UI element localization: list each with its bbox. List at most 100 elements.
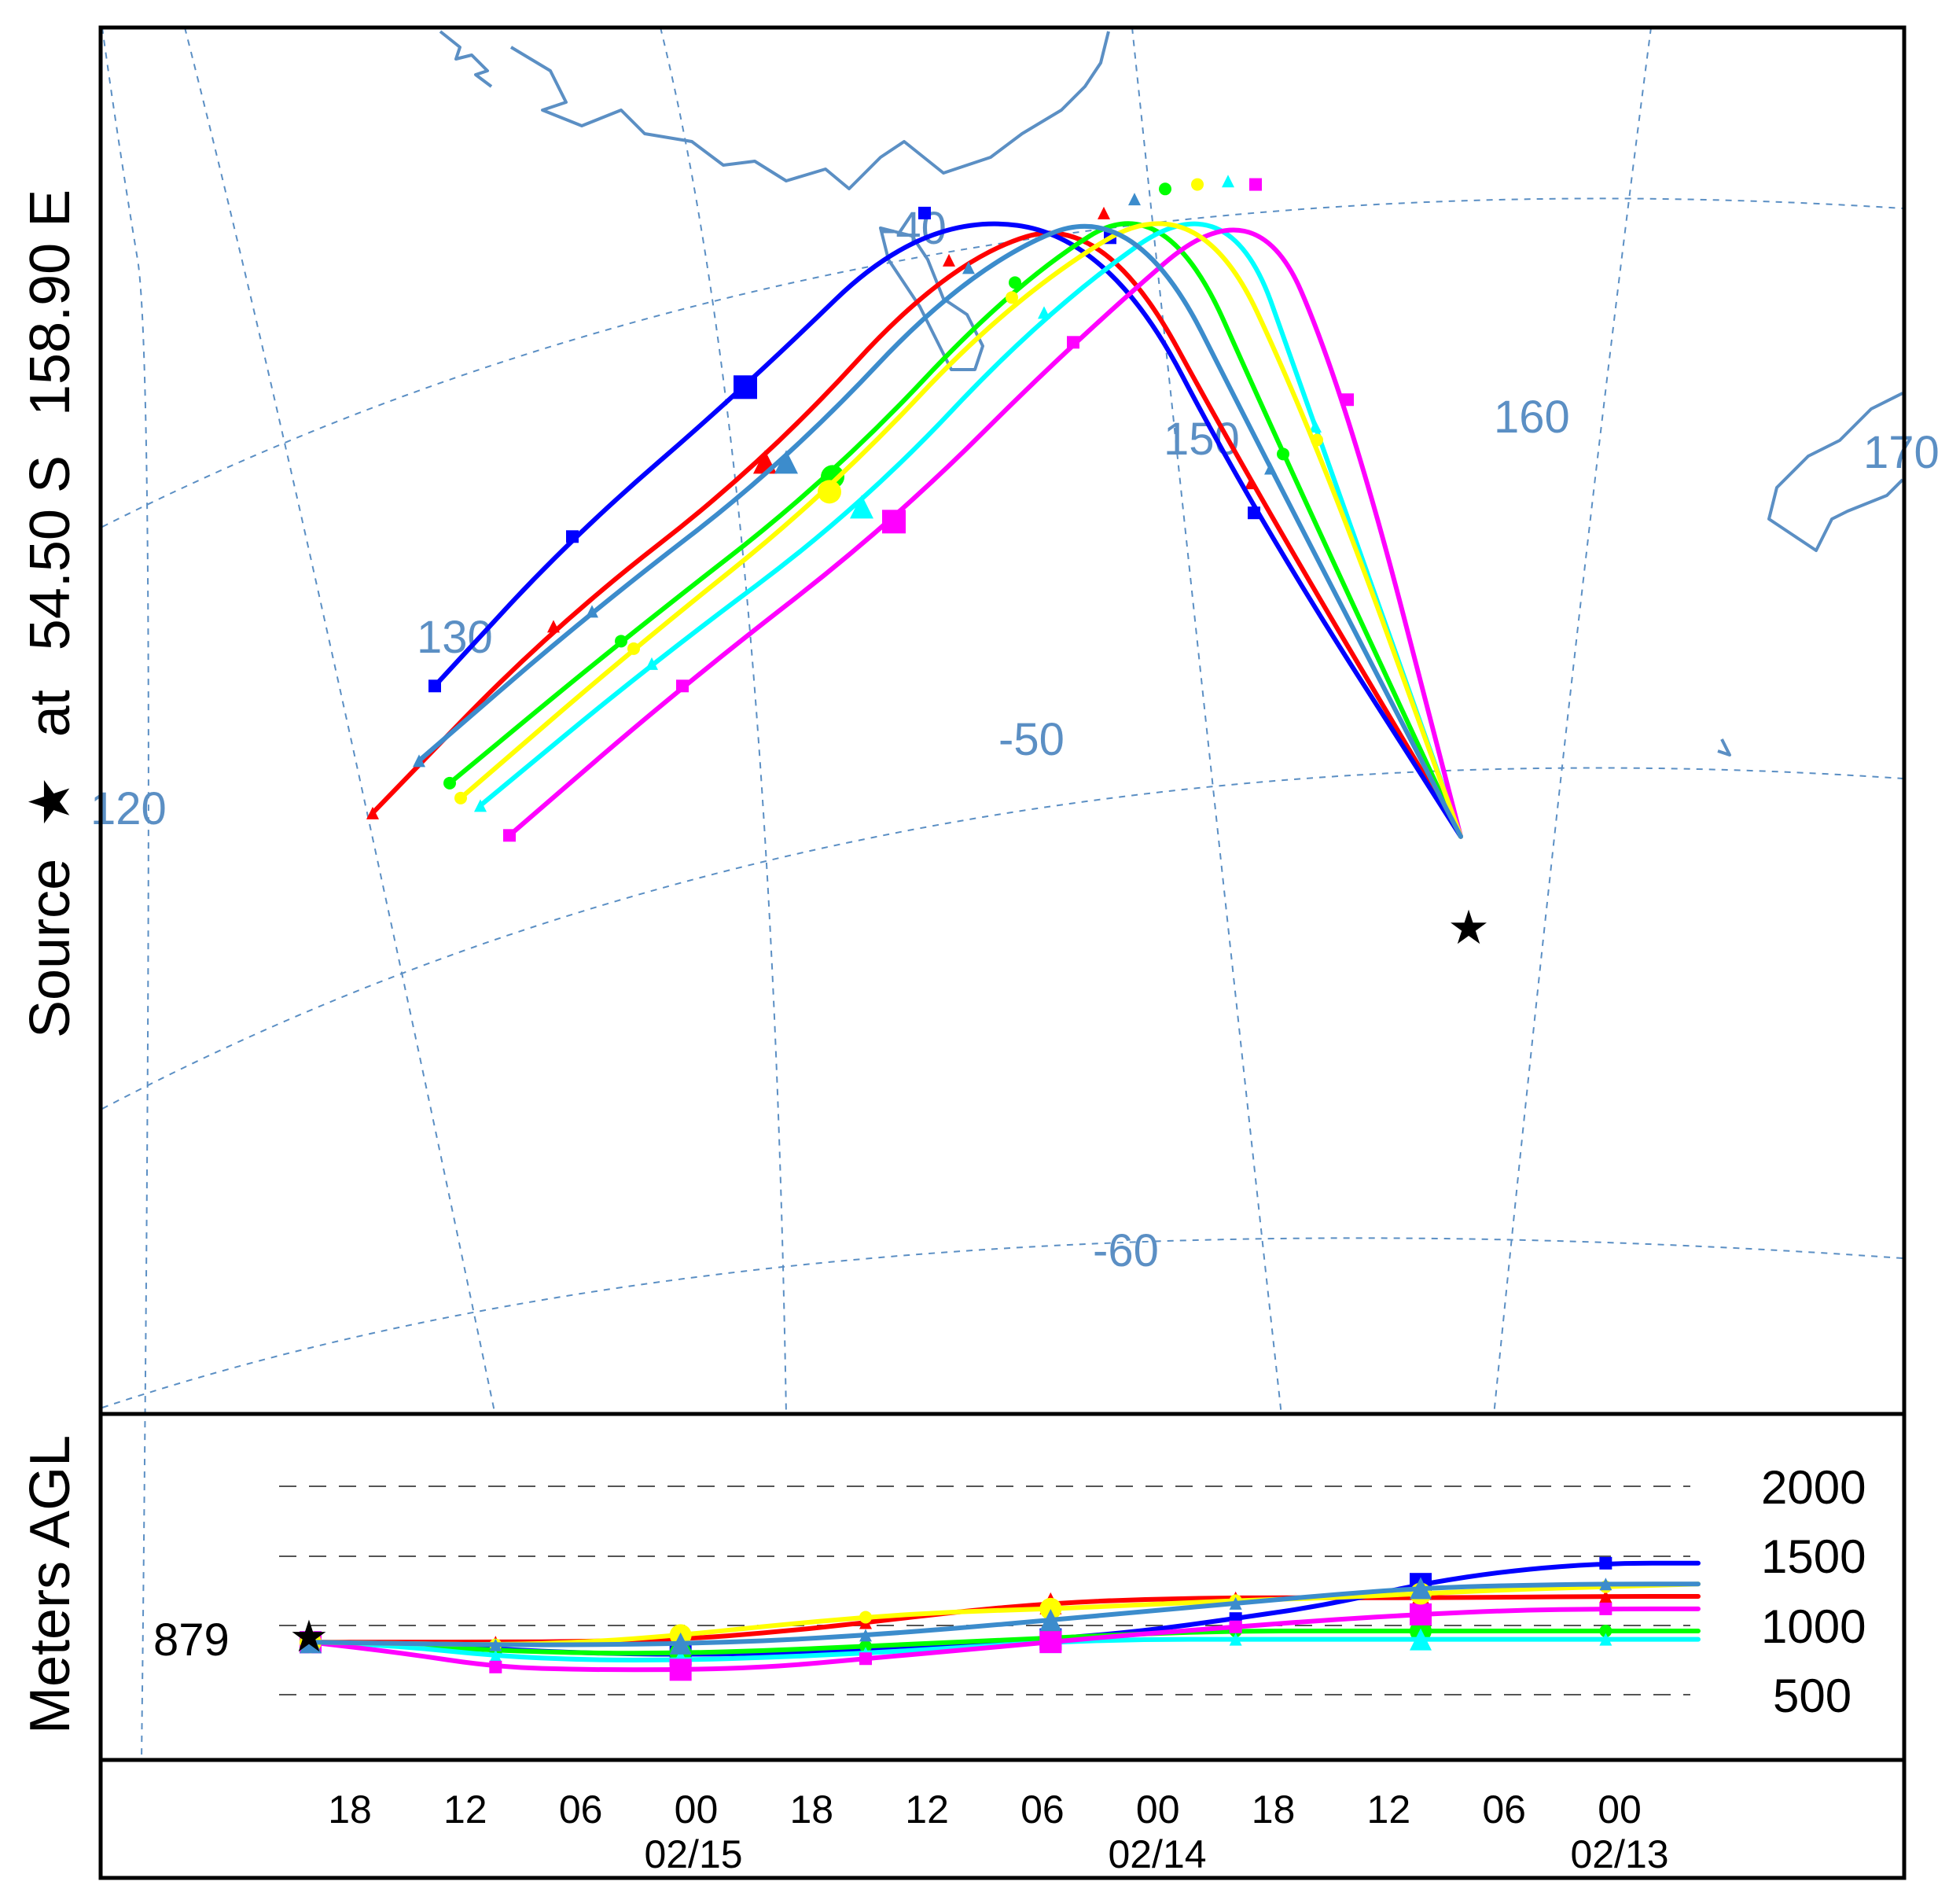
trajectory-path-5 <box>458 221 1463 839</box>
graticule <box>101 27 1903 1762</box>
height-marker-6-4 <box>669 1632 692 1655</box>
hour-tick-10: 06 <box>1482 1787 1526 1832</box>
trajectory-marker-3-3 <box>1038 306 1050 319</box>
source-star-glyph: ★ <box>19 776 82 827</box>
time-frame <box>98 1758 1907 1880</box>
height-marker-0-14 <box>1599 1590 1612 1603</box>
trajectory-marker-4-2 <box>1249 178 1262 191</box>
trajectory-marker-5-6 <box>454 791 467 804</box>
hour-tick-3: 00 <box>675 1787 719 1832</box>
lat-label-minus50: -50 <box>998 714 1065 765</box>
hour-tick-5: 12 <box>905 1787 949 1832</box>
height-marker-4-4 <box>669 1659 692 1681</box>
trajectory-paths <box>366 175 1463 842</box>
trajectory-marker-2-5 <box>615 635 627 648</box>
trajectory-marker-6-2 <box>1128 193 1141 206</box>
height-marker-4-8 <box>1039 1631 1062 1654</box>
coastlines <box>439 30 1904 757</box>
height-profile-4 <box>308 1606 1701 1673</box>
trajectory-marker-6-5 <box>586 605 598 618</box>
map-grid-labels: 120 130 150 160 170 -40 -50 -60 <box>90 203 1940 1276</box>
trajectory-path-2 <box>447 221 1463 839</box>
hour-tick-6: 06 <box>1020 1787 1065 1832</box>
height-marker-2-14 <box>1599 1625 1612 1638</box>
trajectory-path-0 <box>370 230 1463 839</box>
trajectory-marker-0-1 <box>1245 477 1257 490</box>
height-profile-2 <box>308 1628 1701 1656</box>
trajectory-marker-0-6 <box>366 806 379 819</box>
trajectory-marker-4-3 <box>1067 336 1079 349</box>
trajectory-marker-5-5 <box>627 642 640 655</box>
lon-label-120: 120 <box>90 783 167 834</box>
trajectory-marker-5-4 <box>818 480 841 504</box>
trajectory-marker-1-4 <box>734 375 757 399</box>
height-marker-4-10 <box>1229 1620 1242 1633</box>
trajectory-marker-6-1 <box>1264 462 1277 475</box>
hour-tick-8: 18 <box>1252 1787 1296 1832</box>
trajectory-marker-0-2 <box>1098 206 1110 219</box>
height-profile-5 <box>308 1581 1701 1647</box>
source-star-height: ★ <box>289 1611 329 1661</box>
height-marker-6-14 <box>1599 1578 1612 1591</box>
trajectory-marker-5-1 <box>1311 433 1323 447</box>
hour-tick-0: 18 <box>328 1787 372 1832</box>
height-marker-4-12 <box>1410 1603 1432 1625</box>
lon-label-170: 170 <box>1863 427 1940 478</box>
height-marker-4-14 <box>1599 1602 1612 1615</box>
height-marker-6-10 <box>1229 1596 1242 1610</box>
height-profile-0 <box>308 1593 1701 1645</box>
height-marker-3-14 <box>1599 1633 1612 1646</box>
trajectory-marker-2-6 <box>443 776 456 790</box>
trajectory-marker-3-6 <box>474 799 487 812</box>
trajectory-marker-2-1 <box>1277 447 1289 461</box>
trajectory-marker-4-1 <box>1341 393 1354 407</box>
trajectory-marker-6-4 <box>774 450 798 474</box>
height-profile-6 <box>308 1581 1701 1647</box>
height-marker-3-10 <box>1229 1633 1242 1646</box>
trajectory-path-6 <box>417 224 1463 839</box>
height-marker-3-12 <box>1410 1628 1432 1651</box>
source-word: Source <box>19 859 82 1038</box>
trajectory-marker-1-6 <box>428 679 441 693</box>
date-label-0214: 02/14 <box>1108 1832 1206 1876</box>
trajectory-marker-6-6 <box>413 754 425 768</box>
trajectory-marker-4-6 <box>503 829 516 842</box>
trajectory-marker-3-5 <box>645 657 658 670</box>
at-word: at <box>19 690 82 737</box>
height-marker-4-6 <box>859 1652 872 1666</box>
start-height-label: 879 <box>153 1614 230 1666</box>
lon-label-160: 160 <box>1494 392 1570 443</box>
trajectory-marker-3-4 <box>850 495 873 519</box>
height-marker-4-2 <box>489 1660 502 1673</box>
trajectory-marker-5-3 <box>1006 291 1018 304</box>
hour-tick-4: 18 <box>789 1787 833 1832</box>
trajectory-marker-4-5 <box>676 679 689 693</box>
height-marker-6-12 <box>1410 1577 1432 1600</box>
trajectory-marker-4-4 <box>882 510 906 534</box>
trajectory-marker-1-5 <box>566 530 579 543</box>
height-marker-6-6 <box>859 1629 872 1642</box>
trajectory-marker-1-1 <box>1248 506 1260 520</box>
height-marker-3-2 <box>489 1649 502 1662</box>
height-marker-2-6 <box>859 1640 872 1653</box>
height-profiles <box>300 1556 1701 1681</box>
level-label-1000: 1000 <box>1761 1600 1866 1653</box>
level-label-1500: 1500 <box>1761 1530 1866 1583</box>
time-axis: 02/15 02/14 02/13 18 12 06 00 18 12 06 00 18 12 06… <box>328 1787 1668 1876</box>
source-lat: 54.50 S <box>19 455 82 650</box>
trajectory-marker-2-2 <box>1159 182 1171 196</box>
hour-tick-11: 00 <box>1598 1787 1642 1832</box>
trajectory-marker-5-2 <box>1191 178 1204 191</box>
trajectory-marker-2-3 <box>1009 276 1021 289</box>
lat-label-minus60: -60 <box>1093 1225 1159 1276</box>
hour-tick-7: 00 <box>1136 1787 1180 1832</box>
trajectory-marker-6-3 <box>962 261 975 274</box>
map-panel: 120 130 150 160 170 -40 -50 -60 ★ <box>90 27 1940 1762</box>
source-lon: 158.90 E <box>19 190 82 416</box>
source-title: Source ★ at 54.50 S 158.90 E <box>19 190 82 1038</box>
height-marker-1-14 <box>1599 1556 1612 1570</box>
trajectory-marker-0-5 <box>547 620 560 633</box>
date-label-0213: 02/13 <box>1570 1832 1668 1876</box>
height-marker-5-6 <box>859 1611 872 1624</box>
